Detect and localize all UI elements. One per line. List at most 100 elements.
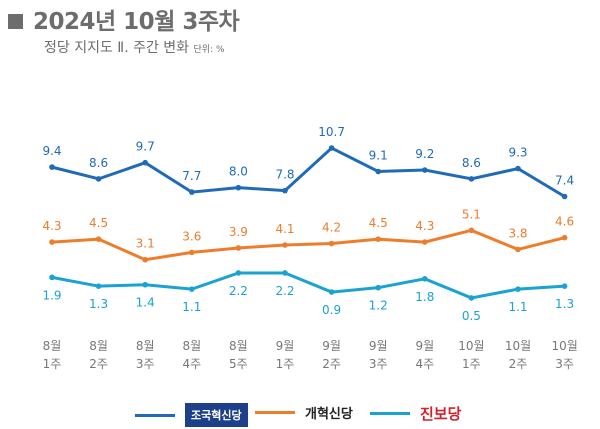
square-icon [8, 14, 23, 29]
data-point [422, 239, 428, 245]
x-tick-label: 8월 [89, 339, 108, 353]
data-label: 3.9 [229, 225, 248, 239]
data-point [468, 295, 475, 301]
data-label: 9.3 [508, 146, 527, 160]
data-label: 4.1 [275, 222, 294, 236]
data-label: 4.3 [42, 219, 61, 233]
data-point [235, 245, 242, 251]
x-tick-label: 10월 [505, 339, 531, 353]
data-point [515, 165, 521, 172]
subtitle: 정당 지지도 Ⅱ. 주간 변화 단위: % [44, 37, 225, 57]
data-label: 0.9 [322, 303, 341, 317]
data-label: 4.6 [555, 215, 574, 229]
data-point [95, 236, 102, 242]
x-tick-label: 2주 [89, 357, 108, 371]
data-label: 3.8 [508, 226, 527, 240]
legend-item-2: 진보당 [370, 403, 461, 424]
legend-line [135, 413, 175, 417]
data-label: 3.6 [182, 229, 201, 243]
legend-label: 조국혁신당 [185, 403, 248, 427]
data-label: 1.3 [89, 297, 108, 311]
data-point [561, 283, 568, 289]
title-text: 2024년 10월 3주차 [33, 9, 240, 35]
data-label: 3.1 [136, 237, 155, 251]
data-point [49, 274, 55, 281]
page-title: 2024년 10월 3주차 [8, 2, 240, 36]
legend-line [255, 411, 295, 414]
data-point [375, 236, 382, 242]
data-label: 7.7 [182, 169, 201, 183]
data-label: 8.6 [89, 156, 108, 170]
x-tick-label: 1주 [43, 357, 62, 371]
data-point [561, 234, 568, 241]
data-point [422, 276, 428, 282]
data-point [189, 286, 195, 292]
data-label: 8.0 [229, 165, 248, 179]
data-point [515, 286, 521, 292]
data-label: 7.8 [275, 168, 294, 182]
x-tick-label: 8월 [182, 339, 201, 353]
x-tick-label: 3주 [369, 357, 388, 371]
x-tick-label: 8월 [43, 339, 62, 353]
data-point [235, 184, 242, 191]
data-point [95, 283, 102, 289]
data-label: 4.5 [369, 216, 388, 230]
data-point [282, 270, 288, 276]
data-point [142, 159, 148, 166]
data-point [515, 246, 521, 253]
data-point [282, 187, 288, 194]
x-tick-label: 1주 [276, 357, 295, 371]
data-point [49, 164, 55, 170]
series-line [51, 146, 566, 198]
data-label: 2.2 [275, 284, 294, 298]
data-point [235, 270, 242, 276]
series-line [51, 228, 565, 262]
x-tick-label: 2주 [322, 357, 341, 371]
data-point [189, 189, 195, 195]
data-label: 10.7 [318, 125, 345, 139]
x-tick-label: 1주 [462, 357, 481, 371]
x-tick-label: 8월 [136, 339, 155, 353]
data-point [375, 284, 382, 291]
x-tick-label: 4주 [182, 357, 201, 371]
data-label: 1.1 [508, 300, 527, 314]
x-tick-label: 3주 [555, 357, 574, 371]
legend-label: 개혁신당 [305, 407, 353, 422]
data-point [189, 249, 195, 256]
legend-item-1: 개혁신당 [255, 403, 353, 422]
x-tick-label: 2주 [509, 357, 528, 371]
data-label: 2.2 [229, 284, 248, 298]
data-point [328, 289, 335, 295]
data-point [49, 239, 55, 245]
data-point [328, 145, 335, 151]
series-line [51, 271, 565, 300]
data-label: 4.2 [322, 221, 341, 235]
unit-label: 단위: % [193, 45, 225, 55]
data-label: 1.8 [415, 290, 434, 304]
data-label: 9.7 [136, 140, 155, 154]
data-point [422, 167, 428, 173]
data-label: 1.2 [369, 299, 388, 313]
subtitle-text: 정당 지지도 Ⅱ. 주간 변화 [44, 40, 190, 56]
x-tick-label: 9월 [322, 339, 341, 353]
x-tick-label: 5주 [229, 357, 248, 371]
data-label: 1.3 [555, 297, 574, 311]
data-point [468, 176, 475, 182]
data-label: 5.1 [462, 207, 481, 221]
data-point [375, 168, 382, 175]
data-label: 1.1 [182, 300, 201, 314]
data-label: 7.4 [555, 174, 574, 188]
x-tick-label: 10월 [458, 339, 484, 353]
data-label: 9.1 [369, 149, 388, 163]
x-tick-label: 9월 [276, 339, 295, 353]
data-label: 4.3 [415, 219, 434, 233]
data-label: 9.4 [42, 144, 61, 158]
data-label: 0.5 [462, 309, 481, 323]
data-point [468, 227, 475, 234]
x-tick-label: 8월 [229, 339, 248, 353]
x-tick-label: 4주 [415, 357, 434, 371]
data-label: 4.5 [89, 216, 108, 230]
data-label: 8.6 [462, 156, 481, 170]
x-tick-label: 10월 [551, 339, 577, 353]
